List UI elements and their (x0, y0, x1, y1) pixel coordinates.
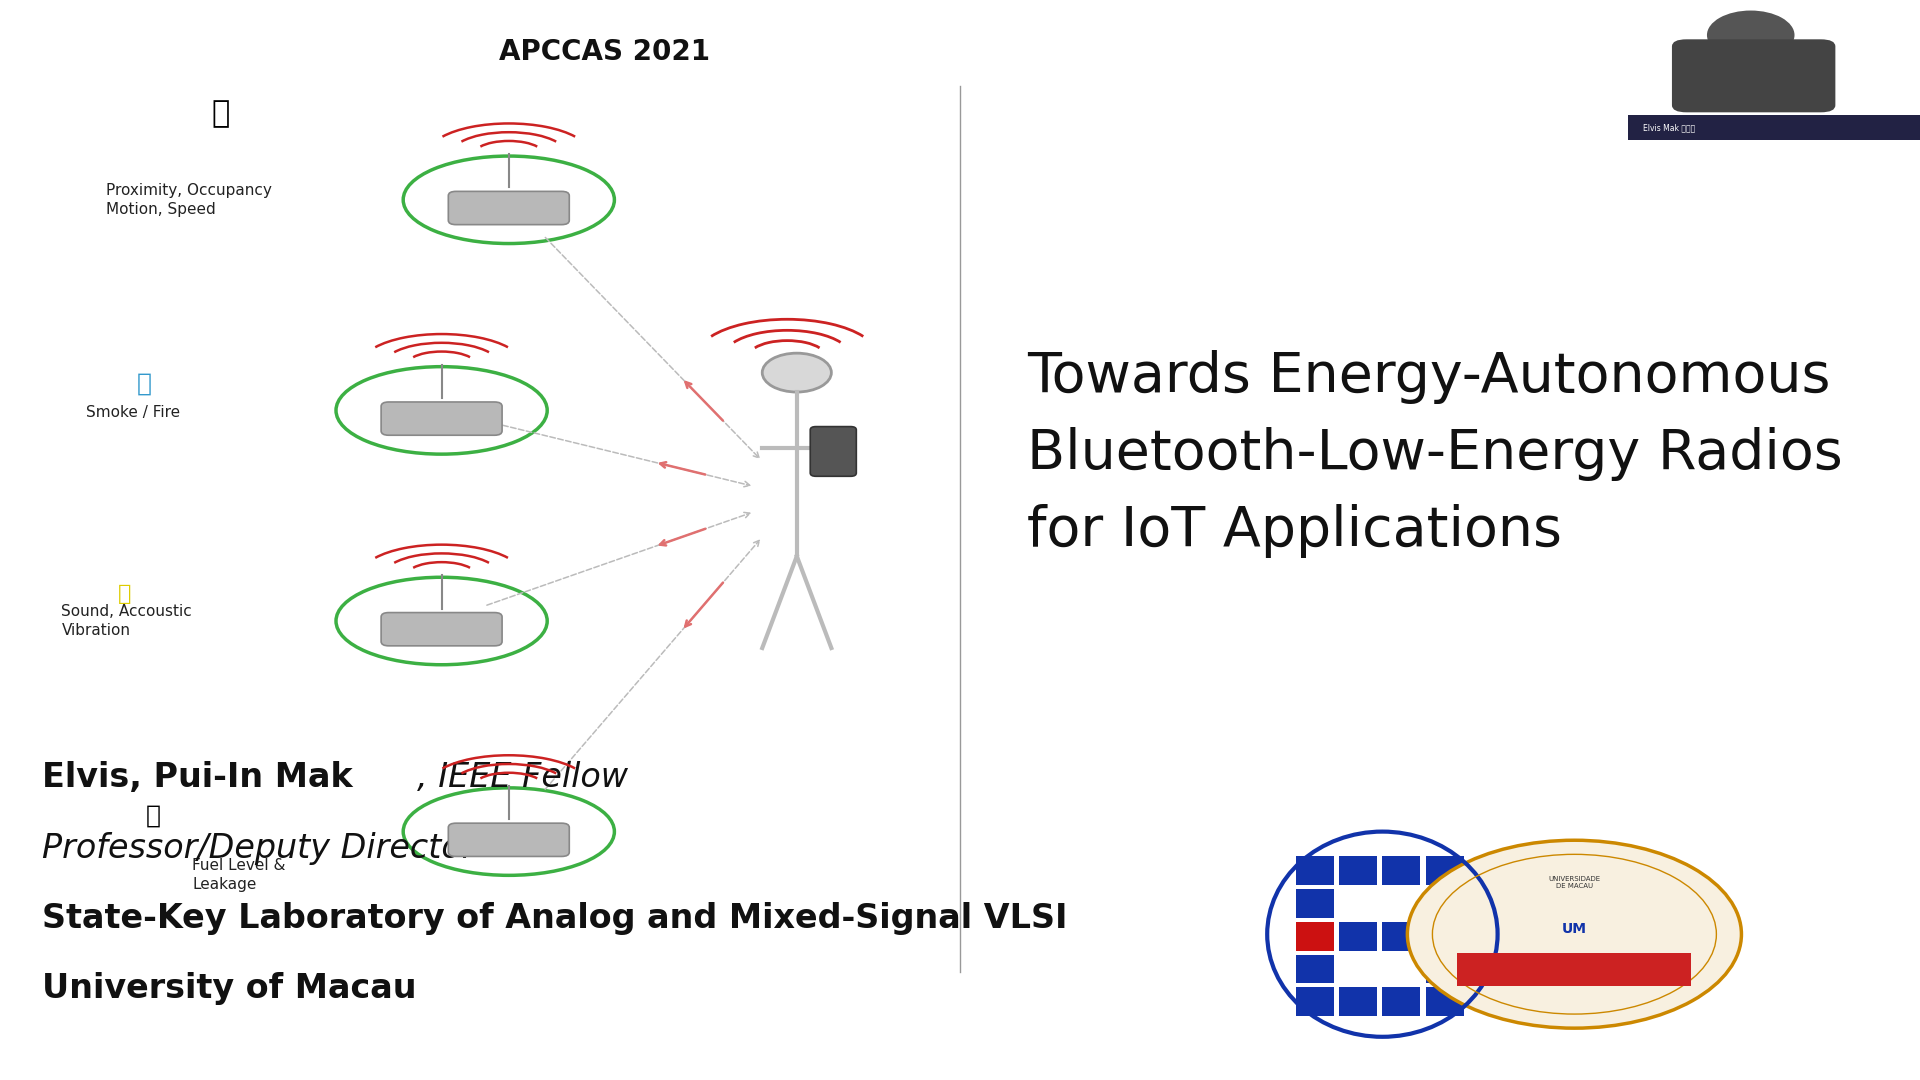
FancyBboxPatch shape (1672, 39, 1836, 112)
Text: 💧: 💧 (146, 804, 161, 827)
FancyBboxPatch shape (1425, 921, 1463, 950)
FancyBboxPatch shape (1338, 889, 1377, 918)
Text: Towards Energy-Autonomous
Bluetooth-Low-Energy Radios
for IoT Applications: Towards Energy-Autonomous Bluetooth-Low-… (1027, 350, 1843, 557)
Text: Elvis, Pui-In Mak: Elvis, Pui-In Mak (42, 761, 353, 795)
FancyBboxPatch shape (380, 612, 503, 646)
FancyBboxPatch shape (1296, 987, 1334, 1016)
Text: Professor/Deputy Director: Professor/Deputy Director (42, 832, 476, 865)
Text: University of Macau: University of Macau (42, 972, 417, 1005)
FancyBboxPatch shape (1628, 116, 1920, 140)
FancyBboxPatch shape (1382, 856, 1421, 885)
FancyBboxPatch shape (449, 823, 568, 856)
FancyBboxPatch shape (1457, 953, 1692, 986)
Text: APCCAS 2021: APCCAS 2021 (499, 38, 710, 66)
FancyBboxPatch shape (1338, 856, 1377, 885)
Ellipse shape (762, 353, 831, 392)
Text: , IEEE Fellow: , IEEE Fellow (417, 761, 628, 795)
FancyBboxPatch shape (1338, 987, 1377, 1016)
FancyBboxPatch shape (1382, 921, 1421, 950)
FancyBboxPatch shape (1382, 889, 1421, 918)
FancyBboxPatch shape (1296, 921, 1334, 950)
FancyBboxPatch shape (1296, 856, 1334, 885)
Text: 〰: 〰 (119, 584, 131, 604)
Text: 🏃: 🏃 (211, 99, 230, 127)
FancyBboxPatch shape (1425, 987, 1463, 1016)
FancyBboxPatch shape (380, 402, 503, 435)
Text: Elvis Mak 麥沛仁: Elvis Mak 麥沛仁 (1644, 123, 1695, 132)
FancyBboxPatch shape (1296, 955, 1334, 984)
Text: 🔵: 🔵 (136, 372, 152, 395)
FancyBboxPatch shape (810, 427, 856, 476)
Text: Fuel Level &
Leakage: Fuel Level & Leakage (192, 858, 286, 892)
FancyBboxPatch shape (1425, 856, 1463, 885)
FancyBboxPatch shape (1296, 889, 1334, 918)
FancyBboxPatch shape (1338, 921, 1377, 950)
FancyBboxPatch shape (1382, 987, 1421, 1016)
Text: Sound, Accoustic
Vibration: Sound, Accoustic Vibration (61, 604, 192, 638)
FancyBboxPatch shape (449, 191, 568, 225)
FancyBboxPatch shape (1338, 955, 1377, 984)
FancyBboxPatch shape (1425, 889, 1463, 918)
Ellipse shape (1707, 11, 1795, 59)
Text: UNIVERSIDADE
DE MACAU: UNIVERSIDADE DE MACAU (1548, 876, 1601, 889)
Text: Smoke / Fire: Smoke / Fire (86, 405, 180, 420)
FancyBboxPatch shape (1425, 955, 1463, 984)
Text: UM: UM (1561, 922, 1588, 935)
Text: Proximity, Occupancy
Motion, Speed: Proximity, Occupancy Motion, Speed (106, 183, 271, 217)
Text: State-Key Laboratory of Analog and Mixed-Signal VLSI: State-Key Laboratory of Analog and Mixed… (42, 902, 1068, 935)
Ellipse shape (1407, 840, 1741, 1028)
FancyBboxPatch shape (1382, 955, 1421, 984)
